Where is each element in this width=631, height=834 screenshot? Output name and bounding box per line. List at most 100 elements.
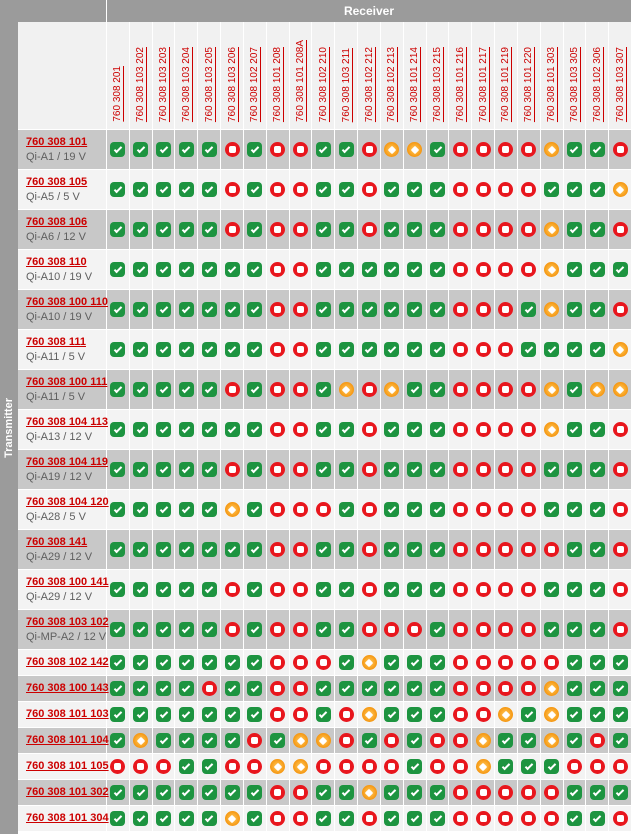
- matrix-row: 760 308 105 Qi-A5 / 5 V: [18, 170, 631, 210]
- status-cell: [335, 410, 359, 449]
- transmitter-link[interactable]: 760 308 101: [26, 135, 88, 148]
- status-cell: [541, 330, 564, 369]
- receiver-link[interactable]: 760 308 101 216: [454, 46, 466, 122]
- compatible-icon: [384, 342, 400, 357]
- compatible-icon: [247, 785, 263, 800]
- row-subtitle: Qi-A29 / 12 V: [26, 550, 93, 563]
- status-cell: [335, 330, 359, 369]
- receiver-link[interactable]: 760 308 102 306: [591, 46, 603, 122]
- transmitter-link[interactable]: 760 308 104 119: [26, 455, 108, 468]
- transmitter-link[interactable]: 760 308 100 143: [26, 682, 109, 694]
- transmitter-link[interactable]: 760 308 106: [26, 215, 88, 228]
- receiver-link[interactable]: 760 308 101 214: [409, 46, 421, 122]
- transmitter-link[interactable]: 760 308 104 113: [26, 415, 108, 428]
- transmitter-link[interactable]: 760 308 103 102: [26, 615, 109, 628]
- status-cell: [449, 170, 473, 209]
- receiver-link[interactable]: 760 308 101 220: [523, 46, 535, 122]
- status-cell: [586, 450, 610, 489]
- receiver-link[interactable]: 760 308 103 307: [614, 46, 626, 122]
- not-compatible-icon: [270, 785, 286, 800]
- compatible-icon: [110, 462, 126, 477]
- status-cell: [495, 806, 518, 831]
- receiver-link[interactable]: 760 308 102 210: [317, 46, 329, 122]
- status-cell: [518, 702, 541, 727]
- compatible-icon: [566, 342, 582, 357]
- transmitter-link[interactable]: 760 308 100 111: [26, 375, 108, 388]
- matrix-row: 760 308 100 110 Qi-A10 / 19 V: [18, 290, 631, 330]
- receiver-link[interactable]: 760 308 103 202: [135, 46, 147, 122]
- compatible-icon: [407, 759, 423, 774]
- receiver-link[interactable]: 760 308 102 212: [363, 46, 375, 122]
- receiver-link[interactable]: 760 308 103 215: [432, 46, 443, 122]
- receiver-link[interactable]: 760 308 103 305: [568, 46, 580, 122]
- status-cell: [472, 806, 496, 831]
- status-cell: [404, 330, 427, 369]
- status-cell: [427, 780, 450, 805]
- compatible-icon: [201, 759, 217, 774]
- receiver-link[interactable]: 760 308 101 217: [477, 46, 489, 122]
- status-cell: [358, 780, 381, 805]
- transmitter-link[interactable]: 760 308 104 120: [26, 495, 109, 508]
- status-cell: [518, 780, 541, 805]
- restricted-icon: [544, 142, 560, 157]
- status-cell: [495, 610, 518, 649]
- status-cell: [381, 210, 404, 249]
- not-compatible-icon: [293, 262, 309, 277]
- transmitter-link[interactable]: 760 308 105: [26, 175, 88, 188]
- receiver-link[interactable]: 760 308 103 203: [158, 46, 170, 122]
- transmitter-link[interactable]: 760 308 111: [26, 335, 86, 348]
- not-compatible-icon: [612, 542, 628, 557]
- status-cell: [541, 806, 564, 831]
- status-cell: [609, 754, 631, 779]
- status-cell: [153, 370, 176, 409]
- status-cell: [107, 250, 130, 289]
- transmitter-link[interactable]: 760 308 101 103: [26, 708, 109, 720]
- receiver-link[interactable]: 760 308 103 204: [180, 46, 192, 122]
- status-cell: [381, 290, 404, 329]
- compatible-icon: [247, 462, 263, 477]
- status-cell: [290, 450, 313, 489]
- receiver-link[interactable]: 760 308 103 206: [226, 46, 238, 122]
- status-cell: [495, 450, 518, 489]
- receiver-link[interactable]: 760 308 103 211: [340, 47, 352, 122]
- transmitter-link[interactable]: 760 308 101 302: [26, 786, 109, 798]
- column-header-cell: 760 308 101 219: [495, 22, 518, 129]
- receiver-link[interactable]: 760 308 201: [112, 66, 124, 122]
- compatible-icon: [201, 422, 217, 437]
- receiver-link[interactable]: 760 308 103 205: [203, 46, 215, 122]
- column-header-spacer: [18, 22, 107, 129]
- status-cell: [290, 490, 313, 529]
- compatible-icon: [338, 622, 354, 637]
- transmitter-link[interactable]: 760 308 110: [26, 255, 87, 268]
- restricted-icon: [544, 733, 560, 748]
- receiver-link[interactable]: 760 308 102 213: [386, 46, 398, 122]
- receiver-link[interactable]: 760 308 101 303: [546, 46, 558, 122]
- transmitter-link[interactable]: 760 308 101 105: [26, 760, 109, 772]
- transmitter-link[interactable]: 760 308 100 110: [26, 295, 108, 308]
- compatible-icon: [612, 681, 628, 696]
- receiver-link[interactable]: 760 308 102 207: [249, 46, 261, 122]
- status-cell: [175, 130, 199, 169]
- transmitter-link[interactable]: 760 308 101 104: [26, 734, 109, 746]
- not-compatible-icon: [293, 622, 309, 637]
- compatible-icon: [384, 222, 400, 237]
- receiver-link[interactable]: 760 308 101 208: [272, 46, 284, 122]
- status-cell: [564, 728, 587, 753]
- transmitter-link[interactable]: 760 308 101 304: [26, 812, 109, 824]
- transmitter-link[interactable]: 760 308 100 141: [26, 575, 109, 588]
- transmitter-link[interactable]: 760 308 102 142: [26, 656, 109, 668]
- status-cell: [130, 330, 153, 369]
- compatible-icon: [247, 502, 263, 517]
- compatible-icon: [224, 262, 240, 277]
- receiver-link[interactable]: 760 308 101 219: [500, 46, 512, 122]
- not-compatible-icon: [521, 542, 537, 557]
- compatible-icon: [566, 707, 582, 722]
- compatible-icon: [110, 622, 126, 637]
- status-cell: [564, 490, 587, 529]
- status-cell: [564, 676, 587, 701]
- status-cell: [153, 490, 176, 529]
- compatible-icon: [247, 422, 263, 437]
- transmitter-link[interactable]: 760 308 141: [26, 535, 88, 548]
- receiver-link[interactable]: 760 308 101 208A: [295, 40, 307, 122]
